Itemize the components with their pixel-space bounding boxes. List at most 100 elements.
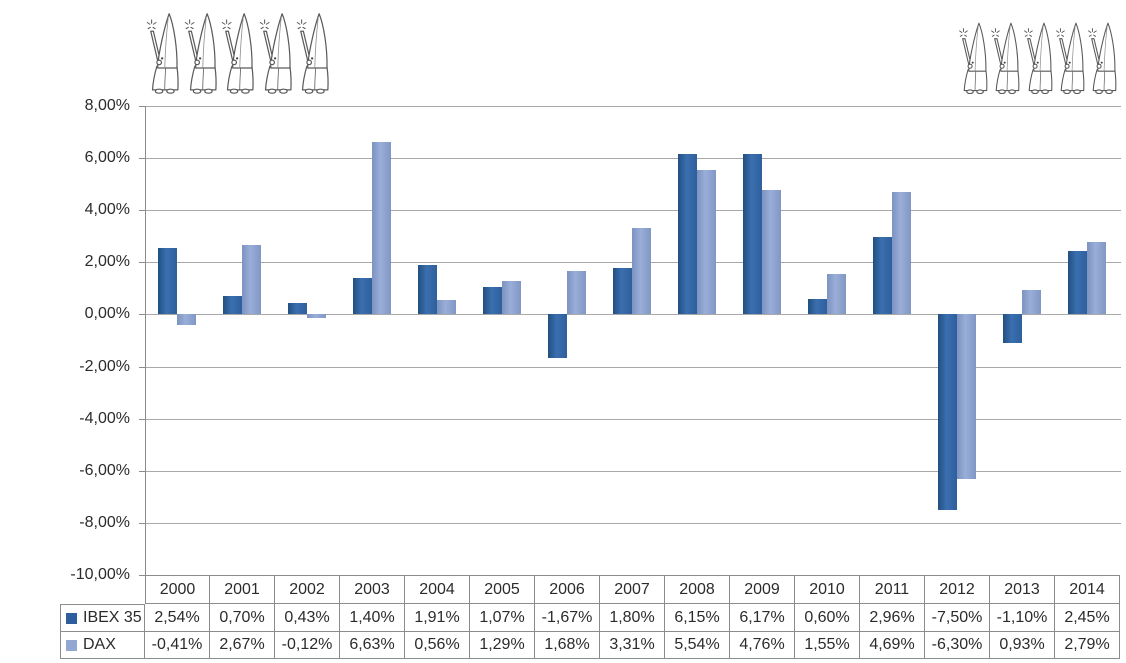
nazarenos-clipart-right [958, 12, 1118, 96]
plot-area [139, 106, 1121, 576]
bar-dax-2009 [762, 190, 781, 315]
y-axis-label: 0,00% [84, 305, 130, 323]
year-header-cell: 2013 [990, 575, 1055, 604]
y-axis-tick [139, 262, 146, 264]
value-cell: 0,93% [990, 632, 1055, 659]
value-cell: -7,50% [925, 604, 990, 632]
bar-dax-2003 [372, 141, 391, 315]
value-cell: 2,79% [1055, 632, 1120, 659]
year-header-cell: 2000 [145, 575, 210, 604]
value-cell: 1,29% [470, 632, 535, 659]
y-axis-label: -8,00% [79, 513, 130, 531]
year-header-cell: 2004 [405, 575, 470, 604]
y-axis-tick [139, 106, 146, 107]
legend-cell-ibex35: IBEX 35 [60, 604, 145, 632]
value-cell: 2,45% [1055, 604, 1120, 632]
gridline [146, 158, 1121, 160]
bar-ibex35-2010 [808, 298, 827, 315]
y-axis-tick [139, 522, 146, 524]
value-cell: 1,55% [795, 632, 860, 659]
value-cell: 6,63% [340, 632, 405, 659]
bar-dax-2006 [567, 270, 586, 315]
gridline [146, 366, 1121, 368]
nazarenos-clipart-left [145, 12, 331, 96]
year-header-cell: 2001 [210, 575, 275, 604]
value-cell: 2,67% [210, 632, 275, 659]
y-axis-label: -4,00% [79, 409, 130, 427]
value-cell: -1,67% [535, 604, 600, 632]
bar-ibex35-2001 [223, 296, 242, 315]
bar-ibex35-2014 [1068, 250, 1087, 315]
y-axis: 8,00% 6,00% 4,00% 2,00% 0,00% -2,00% -4,00% -6,… [0, 0, 140, 663]
bar-dax-2012 [957, 314, 976, 479]
nazareno-figure [1023, 22, 1052, 95]
bar-ibex35-2009 [743, 153, 762, 315]
legend-label: IBEX 35 [83, 609, 142, 626]
value-cell: 3,31% [600, 632, 665, 659]
bar-dax-2000 [177, 314, 196, 326]
value-cell: 1,91% [405, 604, 470, 632]
bar-dax-2001 [242, 244, 261, 315]
y-axis-label: -6,00% [79, 461, 130, 479]
value-cell: 6,17% [730, 604, 795, 632]
legend-swatch [66, 612, 77, 624]
year-header-cell: 2014 [1055, 575, 1120, 604]
bar-ibex35-2008 [678, 154, 697, 315]
bar-ibex35-2013 [1003, 314, 1022, 344]
nazareno-figure [259, 13, 292, 94]
nazareno-figure [184, 13, 217, 94]
bar-dax-2010 [827, 274, 846, 315]
gridline [146, 314, 1121, 316]
value-cell: -1,10% [990, 604, 1055, 632]
value-cell: 0,70% [210, 604, 275, 632]
value-cell: 0,56% [405, 632, 470, 659]
data-table: 2000 2001 2002 2003 2004 2005 2006 2007 2008 2009… [60, 575, 1120, 659]
nazareno-figure [296, 13, 329, 94]
value-cell: 0,43% [275, 604, 340, 632]
y-axis-label: 8,00% [84, 97, 130, 114]
nazareno-figure [1088, 22, 1117, 95]
table-corner-spacer [60, 575, 145, 604]
year-header-cell: 2006 [535, 575, 600, 604]
value-cell: -0,41% [145, 632, 210, 659]
nazareno-figure [1055, 22, 1085, 95]
year-header-cell: 2009 [730, 575, 795, 604]
legend-swatch [66, 639, 77, 651]
legend-cell-dax: DAX [60, 632, 145, 659]
bar-ibex35-2007 [613, 267, 632, 315]
nazareno-figure [991, 22, 1020, 95]
y-axis-tick [139, 366, 146, 368]
bar-ibex35-2002 [288, 303, 307, 315]
nazareno-figure [146, 13, 179, 94]
bar-ibex35-2005 [483, 286, 502, 315]
gridline [146, 210, 1121, 212]
bar-dax-2011 [892, 192, 911, 315]
nazareno-figure [959, 22, 988, 95]
value-cell: 1,80% [600, 604, 665, 632]
gridline [146, 106, 1121, 107]
year-header-cell: 2012 [925, 575, 990, 604]
value-cell: 6,15% [665, 604, 730, 632]
bar-dax-2014 [1087, 241, 1106, 315]
year-header-cell: 2008 [665, 575, 730, 604]
y-axis-label: 4,00% [84, 201, 130, 219]
bar-ibex35-2006 [548, 314, 567, 358]
y-axis-tick [139, 418, 146, 420]
year-header-cell: 2005 [470, 575, 535, 604]
bar-dax-2007 [632, 228, 651, 315]
bar-dax-2004 [437, 299, 456, 315]
value-cell: 0,60% [795, 604, 860, 632]
bar-ibex35-2011 [873, 237, 892, 315]
bar-ibex35-2012 [938, 314, 957, 510]
y-axis-tick [139, 210, 146, 212]
y-axis-tick [139, 314, 146, 316]
value-cell: 1,40% [340, 604, 405, 632]
bar-ibex35-2000 [158, 248, 177, 315]
value-cell: -0,12% [275, 632, 340, 659]
gridline [146, 522, 1121, 524]
gridline [146, 418, 1121, 420]
year-header-cell: 2011 [860, 575, 925, 604]
value-cell: 2,54% [145, 604, 210, 632]
y-axis-tick [139, 575, 146, 576]
